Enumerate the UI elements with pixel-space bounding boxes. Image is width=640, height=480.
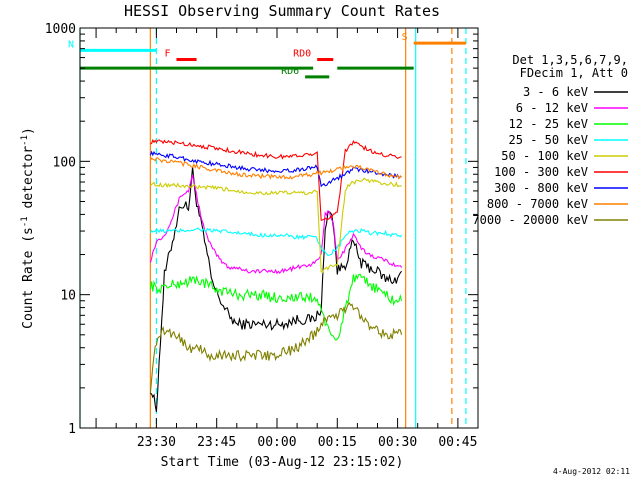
x-tick-label-5: 00:45 [438, 435, 477, 450]
x-tick-label-4: 00:30 [378, 435, 417, 450]
legend-entry-6: 300 - 800 keV [494, 181, 588, 195]
x-axis-label: Start Time (03-Aug-12 23:15:02) [161, 455, 404, 470]
series-line-7 [149, 157, 402, 180]
x-tick-label-2: 00:00 [257, 435, 296, 450]
series-line-8 [149, 302, 403, 394]
event-bar-label-5: S [402, 32, 408, 43]
legend-entry-0: 3 - 6 keV [523, 85, 588, 99]
event-bar-label-2: RD0 [293, 49, 311, 60]
y-axis-label-part3: ) [21, 127, 36, 135]
series-line-6 [149, 150, 402, 188]
y-tick-label-2: 100 [53, 155, 76, 170]
legend-entry-2: 12 - 25 keV [509, 117, 588, 131]
legend-entry-8: 7000 - 20000 keV [472, 213, 588, 227]
plot-data-layer: N F RD0 RD6 S [68, 28, 467, 428]
series-line-4 [149, 177, 402, 274]
y-tick-label-0: 1 [68, 422, 76, 437]
y-axis-label-part1: Count Rate (s [21, 227, 36, 329]
chart-title: HESSI Observing Summary Count Rates [124, 2, 440, 20]
legend: Det 1,3,5,6,7,9,FDecim 1, Att 0 3 - 6 keV… [472, 53, 628, 227]
legend-entry-1: 6 - 12 keV [516, 101, 588, 115]
x-tick-label-0: 23:30 [137, 435, 176, 450]
x-tick-label-3: 00:15 [318, 435, 357, 450]
y-tick-label-3: 1000 [45, 22, 76, 37]
legend-entry-3: 25 - 50 keV [509, 133, 588, 147]
legend-header-0: Det 1,3,5,6,7,9, [512, 53, 628, 67]
legend-entry-7: 800 - 7000 keV [487, 197, 588, 211]
footer-date: 4-Aug-2012 02:11 [553, 467, 630, 476]
series-line-3 [149, 227, 403, 257]
event-bar-label-0: N [68, 39, 74, 50]
y-axis-label-sup2: -1 [20, 135, 30, 146]
event-bar-label-1: F [164, 49, 170, 60]
y-axis-label-part2: detector [21, 146, 36, 217]
series-line-2 [149, 273, 403, 341]
legend-entry-5: 100 - 300 keV [494, 165, 588, 179]
y-axis-label-sup1: -1 [20, 216, 30, 227]
y-tick-label-1: 10 [60, 289, 76, 304]
plot-frame [79, 27, 479, 429]
series-line-1 [149, 174, 403, 275]
y-axis-label: Count Rate (s-1 detector-1) [20, 127, 36, 329]
legend-entry-4: 50 - 100 keV [501, 149, 588, 163]
legend-header-1: FDecim 1, Att 0 [520, 66, 628, 80]
axes-layer: 1 10 100 1000 23:30 23:45 00:00 00:15 00:30 00:45 [45, 22, 479, 450]
series-line-0 [150, 166, 403, 412]
event-bar-label-4: RD6 [281, 66, 299, 77]
x-tick-label-1: 23:45 [197, 435, 236, 450]
series-line-5 [150, 138, 402, 221]
